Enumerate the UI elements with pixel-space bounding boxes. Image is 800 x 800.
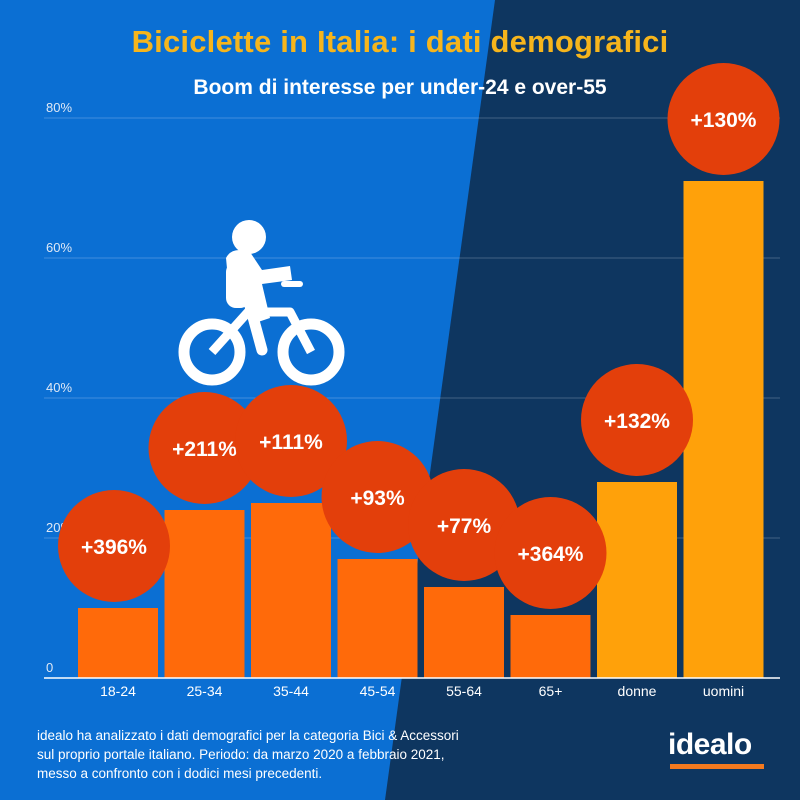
data-label: +364% bbox=[518, 543, 584, 566]
footnote-line: messo a confronto con i dodici mesi prec… bbox=[37, 766, 323, 781]
footnote-line: idealo ha analizzato i dati demografici … bbox=[37, 728, 459, 743]
change-bubble bbox=[667, 63, 780, 175]
x-tick-label: donne bbox=[618, 683, 657, 699]
change-bubble bbox=[148, 392, 261, 504]
x-tick-label: uomini bbox=[703, 683, 744, 699]
bars bbox=[78, 181, 764, 678]
y-tick-label: 40% bbox=[46, 380, 72, 395]
y-tick-label: 60% bbox=[46, 240, 72, 255]
x-tick-label: 45-54 bbox=[360, 683, 396, 699]
data-label: +93% bbox=[350, 487, 405, 510]
chart-subtitle: Boom di interesse per under-24 e over-55 bbox=[193, 76, 607, 99]
change-bubble bbox=[321, 441, 434, 553]
change-bubble bbox=[235, 385, 347, 497]
x-tick-label: 35-44 bbox=[273, 683, 309, 699]
data-label: +396% bbox=[81, 536, 147, 559]
y-axis: 020%40%60%80% bbox=[46, 100, 72, 675]
data-label: +77% bbox=[437, 515, 492, 538]
bar-65+ bbox=[510, 615, 591, 678]
change-bubbles: +396% +211% +111% +93% +77% +364% +132% +130% bbox=[58, 63, 780, 609]
bar-25-34 bbox=[164, 510, 245, 678]
bar-uomini bbox=[683, 181, 764, 678]
x-tick-label: 55-64 bbox=[446, 683, 482, 699]
bar-18-24 bbox=[78, 608, 158, 678]
bar-45-54 bbox=[337, 559, 418, 678]
change-bubble bbox=[494, 497, 607, 609]
x-tick-label: 65+ bbox=[539, 683, 563, 699]
change-bubble bbox=[581, 364, 693, 476]
logo-underline bbox=[670, 764, 764, 769]
y-tick-label: 0 bbox=[46, 660, 53, 675]
x-tick-label: 25-34 bbox=[187, 683, 223, 699]
bar-donne bbox=[597, 482, 677, 678]
x-axis: 18-24 25-34 35-44 45-54 55-64 65+ donne uomini bbox=[44, 677, 780, 699]
y-tick-label: 80% bbox=[46, 100, 72, 115]
change-bubble bbox=[58, 490, 170, 602]
x-tick-label: 18-24 bbox=[100, 683, 136, 699]
data-label: +132% bbox=[604, 410, 670, 433]
data-label: +211% bbox=[172, 438, 237, 461]
change-bubble bbox=[408, 469, 520, 581]
footnote-line: sul proprio portale italiano. Periodo: d… bbox=[37, 747, 445, 762]
cyclist-icon bbox=[178, 220, 345, 386]
idealo-logo: idealo bbox=[668, 728, 752, 761]
bar-55-64 bbox=[424, 587, 504, 678]
data-label: +130% bbox=[691, 109, 757, 132]
bar-35-44 bbox=[251, 503, 331, 678]
footnote: idealo ha analizzato i dati demografici … bbox=[37, 726, 557, 783]
data-label: +111% bbox=[259, 431, 323, 454]
chart-title: Biciclette in Italia: i dati demografici bbox=[131, 24, 669, 59]
